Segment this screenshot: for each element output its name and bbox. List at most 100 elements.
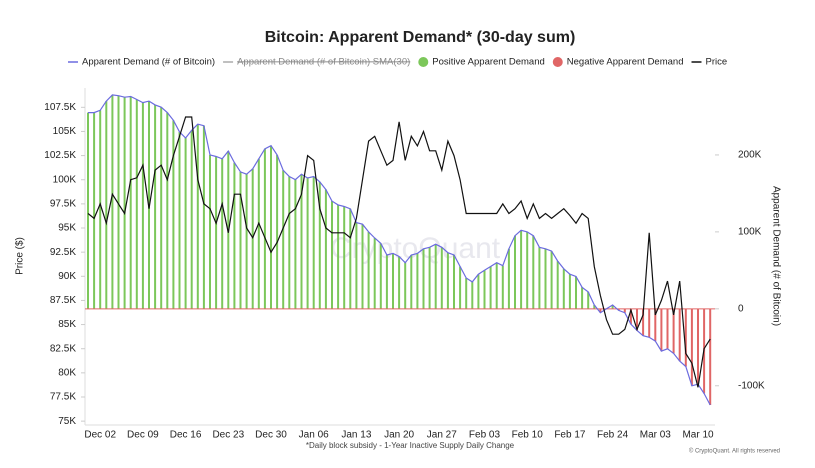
demand-bar xyxy=(135,99,138,309)
x-tick-label: Dec 23 xyxy=(212,430,244,441)
demand-bar xyxy=(87,112,89,309)
demand-bar xyxy=(459,266,462,309)
demand-bar xyxy=(422,248,425,309)
demand-bar xyxy=(99,110,102,309)
y2-axis-label: Apparent Demand (# of Bitcoin) xyxy=(770,186,781,326)
demand-bar xyxy=(593,304,596,309)
x-tick-label: Jan 06 xyxy=(299,430,329,441)
demand-bar xyxy=(465,278,468,309)
x-tick-label: Mar 10 xyxy=(682,430,714,441)
demand-bar xyxy=(453,254,455,309)
demand-bar xyxy=(257,158,260,309)
demand-bar xyxy=(190,130,193,309)
demand-bar xyxy=(629,308,632,325)
x-tick-label: Dec 30 xyxy=(255,430,287,441)
demand-bar xyxy=(617,308,620,311)
demand-bar xyxy=(154,104,157,309)
demand-bar xyxy=(178,131,181,309)
demand-bar xyxy=(215,156,218,309)
y-tick-label: 87.5K xyxy=(50,295,76,306)
legend-swatch xyxy=(552,57,563,67)
demand-bar xyxy=(349,208,352,309)
demand-bar xyxy=(709,308,712,405)
demand-bar xyxy=(477,274,480,309)
demand-bar xyxy=(111,94,114,309)
demand-bar xyxy=(337,204,340,309)
demand-bar xyxy=(690,308,693,386)
demand-bar xyxy=(538,247,541,309)
y-tick-label: 90K xyxy=(58,271,76,282)
y-tick-label: 95K xyxy=(58,223,76,234)
demand-bar xyxy=(507,248,510,309)
demand-bar xyxy=(129,96,132,309)
demand-bar xyxy=(263,148,266,309)
demand-bar xyxy=(660,308,663,352)
demand-bar xyxy=(446,252,449,309)
legend-label: Negative Apparent Demand xyxy=(567,57,684,68)
demand-bar xyxy=(93,112,96,309)
demand-bar xyxy=(294,179,297,309)
y-tick-label: 85K xyxy=(58,319,76,330)
demand-bar xyxy=(300,174,303,309)
demand-bar xyxy=(233,162,236,309)
demand-bar xyxy=(556,261,559,309)
x-tick-label: Jan 27 xyxy=(427,430,457,441)
y-tick-label: 92.5K xyxy=(50,247,76,258)
x-tick-label: Dec 09 xyxy=(127,430,159,441)
x-tick-label: Jan 20 xyxy=(384,430,414,441)
demand-bar xyxy=(318,181,321,309)
demand-bar xyxy=(532,235,535,309)
legend-label: Positive Apparent Demand xyxy=(432,57,544,68)
demand-bar xyxy=(501,265,504,309)
demand-bar xyxy=(684,308,687,367)
demand-bar xyxy=(117,95,120,309)
demand-bar xyxy=(404,262,407,309)
demand-bar xyxy=(160,107,163,309)
demand-bar xyxy=(654,308,657,342)
demand-bar xyxy=(398,256,401,309)
y-tick-label: 75K xyxy=(58,416,76,427)
demand-bar xyxy=(636,308,638,331)
demand-bar xyxy=(526,231,529,309)
legend-item: Apparent Demand (# of Bitcoin) xyxy=(68,57,215,68)
demand-bar xyxy=(306,178,309,309)
demand-bar xyxy=(678,308,681,362)
x-tick-label: Feb 10 xyxy=(512,430,544,441)
y-tick-label: 107.5K xyxy=(44,102,76,113)
y2-tick-label: 100K xyxy=(738,227,762,238)
demand-bar xyxy=(221,158,224,309)
demand-bar xyxy=(361,224,364,309)
x-tick-label: Jan 13 xyxy=(341,430,371,441)
legend-item: Positive Apparent Demand xyxy=(418,57,545,68)
demand-bar xyxy=(245,174,248,309)
y-axis-label: Price ($) xyxy=(15,237,26,275)
demand-bar xyxy=(562,268,565,309)
demand-bar xyxy=(587,291,590,309)
demand-bar xyxy=(666,308,669,349)
demand-bar xyxy=(202,125,205,309)
demand-bar xyxy=(239,171,242,309)
legend-label: Apparent Demand (# of Bitcoin) SMA(30) xyxy=(237,57,410,68)
demand-bar xyxy=(550,251,553,309)
demand-bar xyxy=(599,308,602,313)
demand-bar xyxy=(276,154,279,309)
demand-bar xyxy=(209,154,211,309)
demand-bar xyxy=(196,124,199,309)
x-tick-label: Mar 03 xyxy=(640,430,672,441)
demand-bar xyxy=(123,97,126,309)
demand-bar xyxy=(428,247,431,309)
watermark: CryptoQuant xyxy=(330,232,501,265)
demand-bar xyxy=(392,253,394,309)
demand-bar xyxy=(105,101,108,309)
demand-bar xyxy=(514,235,516,309)
legend-label: Price xyxy=(705,57,727,68)
demand-bar xyxy=(520,230,523,309)
x-tick-label: Feb 03 xyxy=(469,430,501,441)
demand-bar xyxy=(379,243,382,309)
demand-bar xyxy=(355,222,358,309)
demand-bar xyxy=(270,145,272,309)
demand-bar xyxy=(568,274,571,309)
demand-bar xyxy=(440,247,443,309)
y-tick-label: 77.5K xyxy=(50,392,76,403)
